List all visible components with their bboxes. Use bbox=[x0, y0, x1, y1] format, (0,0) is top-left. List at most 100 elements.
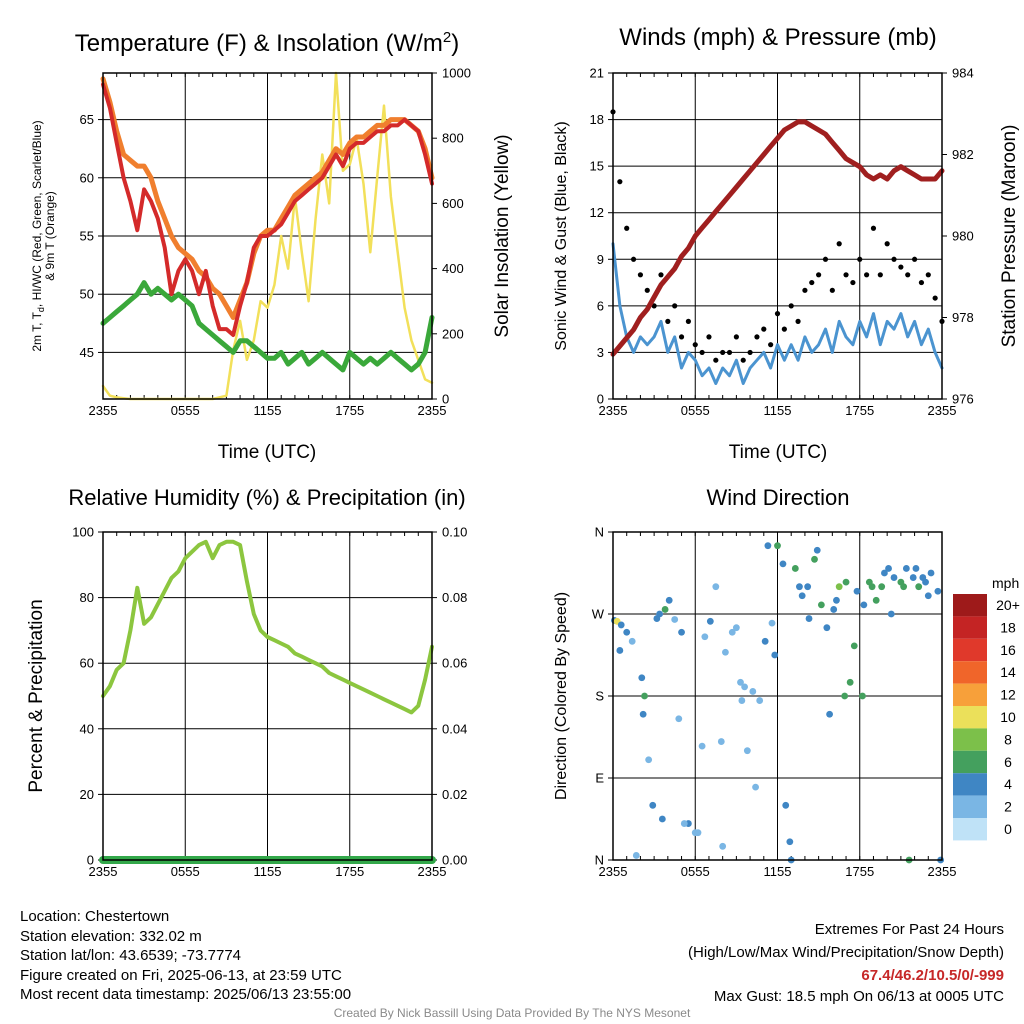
direction-point bbox=[786, 838, 794, 846]
temperature-insolation-panel: 2355 0555 1155 1755 2355 45 50 55 60 65 0 200 400 600… bbox=[30, 29, 513, 463]
gust-point bbox=[850, 279, 856, 286]
station-latlon: Station lat/lon: 43.6539; -73.7774 bbox=[20, 947, 242, 964]
y2-tick-label: 978 bbox=[952, 310, 974, 325]
direction-point bbox=[641, 692, 648, 700]
legend-swatch bbox=[953, 616, 987, 639]
direction-point bbox=[749, 688, 757, 695]
legend-swatch bbox=[953, 638, 987, 662]
y2-tick-label: 800 bbox=[442, 131, 464, 146]
direction-point bbox=[885, 565, 892, 572]
direction-point bbox=[616, 647, 624, 654]
y2-tick-label: 0.04 bbox=[442, 721, 467, 736]
direction-point bbox=[915, 583, 923, 591]
y-tick-label: 6 bbox=[597, 298, 604, 313]
y-tick-label: 21 bbox=[590, 66, 604, 81]
extremes-values: 67.4/46.2/10.5/0/-999 bbox=[861, 967, 1004, 984]
direction-point bbox=[900, 583, 908, 591]
gust-point bbox=[699, 349, 705, 356]
direction-point bbox=[701, 633, 709, 641]
legend-label: 20+ bbox=[996, 597, 1020, 613]
plot-frame bbox=[612, 72, 943, 400]
gust-point bbox=[795, 318, 801, 324]
direction-point bbox=[805, 615, 813, 622]
direction-point bbox=[639, 710, 647, 718]
direction-point bbox=[712, 583, 720, 591]
gust-point bbox=[809, 279, 815, 286]
legend-label: 6 bbox=[1004, 754, 1012, 770]
x-tick-label: 2355 bbox=[928, 864, 957, 879]
direction-point bbox=[771, 651, 779, 659]
legend-label: 16 bbox=[1000, 642, 1016, 658]
gust-point bbox=[651, 303, 657, 309]
direction-point bbox=[752, 783, 759, 791]
x-tick-label: 2355 bbox=[599, 403, 628, 418]
gust-point bbox=[911, 256, 918, 262]
legend-title: mph bbox=[992, 575, 1019, 591]
y-tick-label: 12 bbox=[590, 205, 604, 220]
y-tick-label: 20 bbox=[80, 787, 94, 802]
y2-tick-label: 0.02 bbox=[442, 787, 467, 802]
y2-axis-label-pressure: Station Pressure (Maroon) bbox=[999, 125, 1020, 348]
direction-point bbox=[835, 583, 843, 591]
x-tick-label: 1755 bbox=[335, 864, 364, 879]
direction-point bbox=[691, 829, 699, 837]
y-tick-label: 9 bbox=[597, 252, 604, 267]
x-tick-label: 1155 bbox=[764, 403, 792, 418]
y-tick-label: 60 bbox=[80, 170, 94, 185]
direction-point bbox=[878, 583, 886, 591]
plot-frame bbox=[612, 531, 943, 861]
gust-point bbox=[644, 287, 650, 293]
y2-tick-label: 980 bbox=[952, 229, 974, 244]
legend-swatch bbox=[953, 594, 987, 617]
legend-label: 4 bbox=[1004, 776, 1012, 792]
direction-point bbox=[623, 628, 631, 636]
direction-point bbox=[817, 601, 825, 609]
direction-point bbox=[927, 569, 935, 577]
direction-point bbox=[680, 820, 688, 827]
gust-point bbox=[672, 303, 678, 309]
station-info: Location: Chestertown Station elevation:… bbox=[20, 907, 351, 1005]
x-tick-label: 2355 bbox=[418, 403, 447, 418]
gust-point bbox=[836, 241, 842, 247]
direction-point bbox=[846, 678, 854, 686]
y-tick-label: 0 bbox=[597, 392, 604, 407]
direction-point bbox=[768, 619, 776, 627]
direction-point bbox=[811, 555, 818, 563]
pressure-line bbox=[610, 119, 945, 357]
direction-point bbox=[741, 683, 748, 691]
y-axis-label-percent: Percent & Precipitation bbox=[26, 599, 47, 792]
y-tick-label: E bbox=[595, 771, 604, 786]
gust-point bbox=[733, 334, 739, 340]
y-axis-label-wind: Sonic Wind & Gust (Blue, Black) bbox=[553, 121, 570, 350]
legend-label: 10 bbox=[1000, 709, 1016, 725]
panel-title-temperature: Temperature (F) & Insolation (W/m2) bbox=[75, 29, 459, 57]
y2-tick-label: 0 bbox=[442, 392, 449, 407]
y-tick-label: 3 bbox=[597, 345, 604, 360]
gust-point bbox=[816, 272, 822, 278]
panel-title-wind-direction: Wind Direction bbox=[706, 485, 849, 510]
y-tick-label: 18 bbox=[590, 112, 604, 127]
direction-point bbox=[764, 542, 772, 550]
y-tick-label: 80 bbox=[80, 590, 94, 605]
y2-axis-label-insolation: Solar Insolation (Yellow) bbox=[492, 134, 513, 337]
direction-point bbox=[868, 583, 876, 591]
direction-point bbox=[826, 710, 833, 718]
gust-point bbox=[761, 326, 767, 332]
direction-point bbox=[796, 583, 803, 591]
direction-point bbox=[675, 715, 683, 723]
gust-point bbox=[870, 225, 877, 231]
direction-point bbox=[779, 560, 787, 568]
recent-timestamp: Most recent data timestamp: 2025/06/13 2… bbox=[20, 986, 352, 1003]
gust-point bbox=[617, 179, 623, 185]
gust-point bbox=[781, 326, 787, 332]
legend-label: 8 bbox=[1004, 731, 1012, 747]
gust-point bbox=[630, 256, 637, 262]
y-axis-label-direction: Direction (Colored By Speed) bbox=[553, 592, 570, 800]
extremes-subtitle: (High/Low/Max Wind/Precipitation/Snow De… bbox=[688, 944, 1004, 961]
gust-point bbox=[918, 279, 925, 286]
y-tick-label: S bbox=[595, 689, 604, 704]
x-tick-label: 1755 bbox=[845, 864, 874, 879]
direction-point bbox=[732, 624, 740, 632]
y2-tick-label: 600 bbox=[442, 196, 464, 211]
